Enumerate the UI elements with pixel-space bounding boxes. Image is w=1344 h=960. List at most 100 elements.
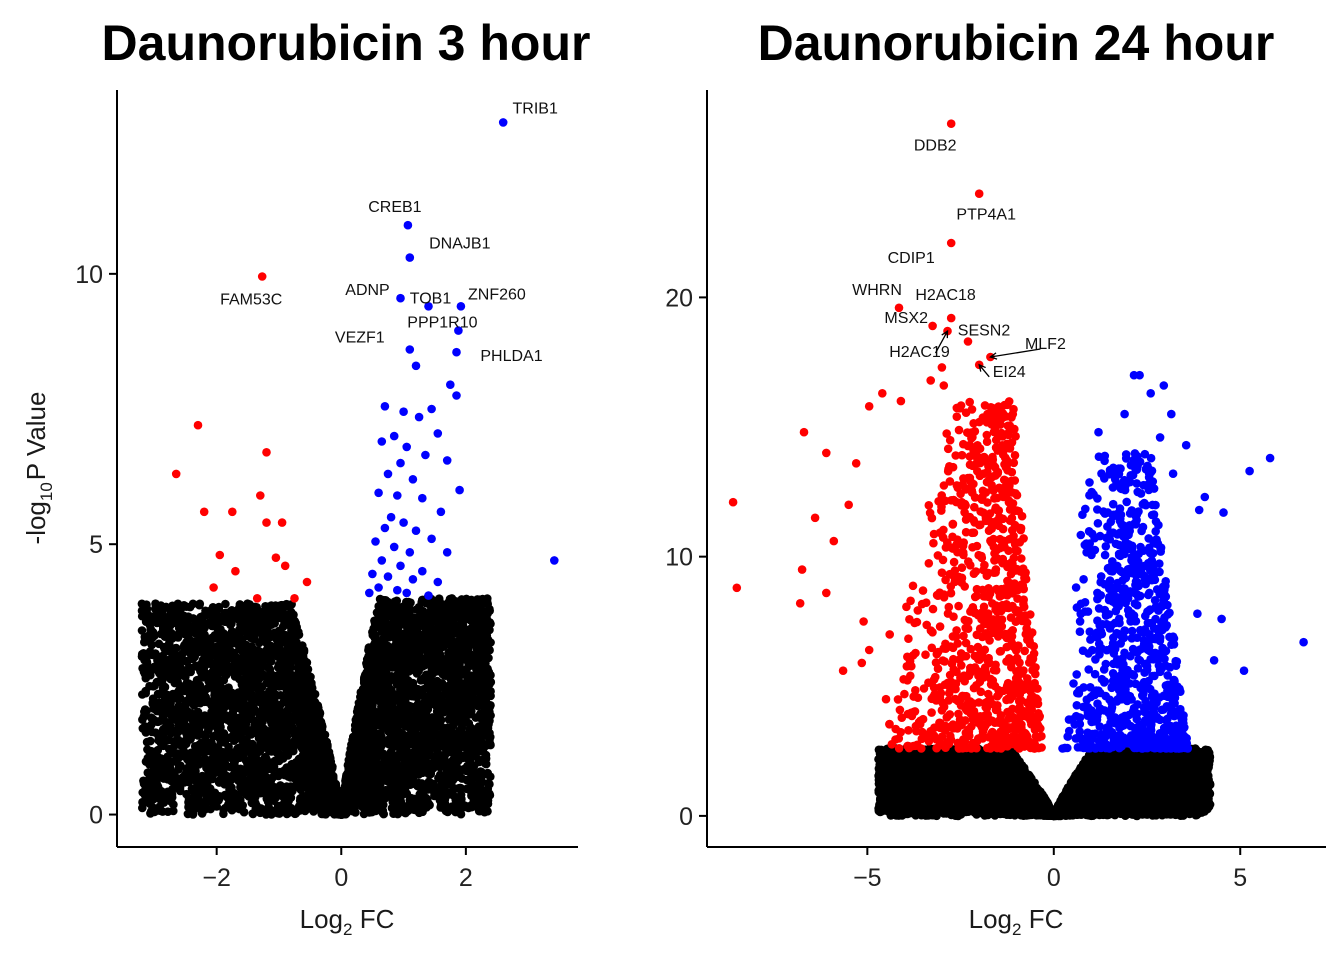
ns-point	[439, 756, 449, 766]
ns-point	[242, 617, 251, 627]
ns-point	[239, 713, 248, 723]
ns-point	[253, 624, 262, 634]
ns-point	[274, 729, 284, 739]
ns-point	[271, 783, 280, 793]
ns-point	[423, 697, 432, 706]
ns-point	[430, 791, 439, 801]
ns-point	[309, 733, 318, 742]
ns-point	[146, 666, 156, 675]
ns-point	[140, 722, 150, 731]
ns-point	[163, 807, 173, 816]
ns-point	[269, 699, 279, 708]
ns-point	[159, 707, 169, 716]
ns-point	[137, 626, 147, 635]
ns-point	[159, 774, 169, 783]
ns-point	[462, 775, 472, 785]
ns-point	[159, 725, 168, 734]
ns-point	[150, 681, 159, 690]
ns-point	[478, 598, 488, 607]
ns-point	[210, 670, 220, 679]
ns-point	[368, 662, 377, 671]
ns-point	[252, 603, 261, 612]
ns-point	[375, 594, 385, 604]
ns-point	[194, 779, 204, 788]
ns-point	[479, 691, 488, 700]
ns-point	[414, 733, 423, 743]
ns-point	[464, 803, 473, 813]
ns-point	[454, 772, 463, 781]
ns-point	[208, 757, 218, 767]
ns-point	[272, 748, 282, 758]
ns-point	[230, 672, 240, 681]
ns-point	[389, 784, 398, 794]
ns-point	[242, 651, 252, 660]
ns-point	[248, 809, 258, 819]
ns-point	[266, 669, 276, 679]
ns-point	[258, 717, 267, 726]
ns-point	[174, 671, 184, 681]
ns-point	[175, 687, 185, 696]
ns-point	[384, 611, 394, 620]
ns-point	[294, 693, 303, 703]
ns-point	[244, 682, 253, 692]
ns-point	[310, 698, 320, 707]
ns-point	[160, 644, 170, 654]
ns-point	[299, 716, 309, 725]
ns-point	[202, 796, 211, 806]
ns-point	[222, 747, 232, 756]
ns-point	[332, 787, 342, 796]
ns-point	[386, 692, 396, 702]
ns-point	[182, 722, 192, 731]
ns-point	[217, 702, 227, 712]
ns-point	[283, 801, 293, 810]
points-layer	[137, 118, 559, 819]
ns-point	[137, 606, 147, 615]
ns-point	[367, 806, 377, 815]
ns-point	[193, 616, 203, 626]
ns-point	[171, 643, 181, 653]
ns-point	[213, 721, 223, 731]
ns-point	[184, 711, 193, 720]
ns-point	[293, 653, 302, 663]
ns-point	[376, 678, 386, 688]
ns-point	[324, 787, 334, 797]
ns-point	[254, 686, 264, 695]
ns-point	[213, 744, 223, 753]
ns-point	[285, 648, 295, 657]
ns-point	[445, 640, 455, 649]
ns-point	[284, 620, 294, 630]
ns-point	[295, 669, 305, 678]
ns-point	[145, 630, 154, 639]
ns-point	[295, 736, 304, 745]
ns-point	[192, 626, 202, 636]
ns-point	[148, 616, 158, 626]
ns-point	[290, 774, 300, 783]
ns-point	[401, 709, 410, 718]
ns-point	[285, 683, 295, 693]
ns-point	[307, 715, 316, 725]
ns-point	[274, 648, 284, 658]
ns-point	[318, 776, 327, 786]
ns-point	[257, 669, 266, 679]
ns-point	[359, 809, 369, 819]
ns-point	[200, 711, 210, 720]
ns-point	[250, 759, 260, 769]
ns-point	[231, 729, 241, 739]
ns-point	[467, 791, 476, 801]
ns-point	[416, 632, 426, 642]
ns-point	[271, 601, 280, 610]
ns-point	[260, 648, 269, 658]
ns-point	[188, 654, 198, 663]
ns-point	[252, 776, 261, 785]
ns-point	[229, 702, 239, 711]
volcano-plot-3-hour: Daunorubicin 3 hour TRIB1CREB1DNAJB1FAM5…	[21, 15, 590, 939]
ns-point	[198, 641, 208, 650]
ns-point	[293, 726, 303, 736]
ns-point	[419, 749, 429, 758]
ns-point	[252, 801, 261, 810]
ns-point	[210, 788, 220, 798]
ns-point	[142, 737, 152, 747]
ns-point	[313, 752, 323, 762]
ns-point	[148, 650, 158, 660]
